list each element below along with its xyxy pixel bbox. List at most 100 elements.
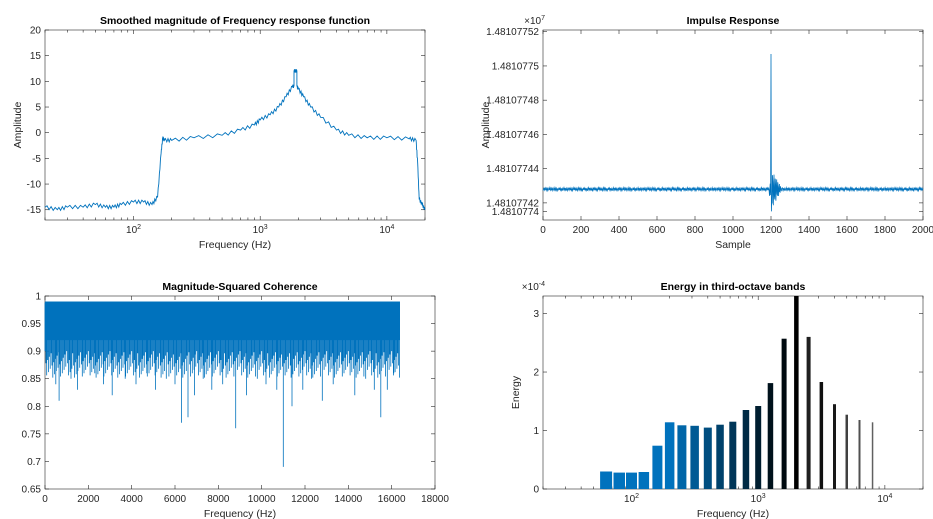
- coherence-series-line: [44, 302, 400, 467]
- coherence-frame: [44, 295, 436, 490]
- frf-y-label: Amplitude: [12, 102, 24, 149]
- frf-y-tick-label: 0: [35, 128, 41, 139]
- impulse-x-tick-label: 2000: [912, 225, 933, 236]
- thirdoctave-bar: [703, 427, 712, 489]
- coherence-x-tick-label: 12000: [291, 494, 319, 505]
- impulse-series-line: [542, 53, 924, 212]
- frf-axes: 102 103 104 -15 -10 -5 0 5 10 15 20 Smoothed magnit…: [12, 15, 426, 251]
- coherence-x-tick-label: 0: [42, 494, 48, 505]
- frf-y-tick-label: 15: [30, 51, 42, 62]
- frf-y-tick-label: -10: [27, 180, 42, 191]
- thirdoctave-y-tick-label: 0: [533, 485, 539, 496]
- thirdoctave-y-tick-label: 3: [533, 309, 539, 320]
- coherence-y-tick-label: 0.7: [27, 457, 41, 468]
- coherence-x-tick-label: 4000: [121, 494, 144, 505]
- coherence-y-tick-label: 0.85: [22, 374, 42, 385]
- coherence-y-tick-label: 0.75: [22, 429, 42, 440]
- thirdoctave-x-label: Frequency (Hz): [697, 508, 769, 519]
- thirdoctave-exponent-label: ×10-4: [522, 281, 545, 293]
- thirdoctave-bar: [858, 420, 861, 489]
- coherence-x-tick-label: 16000: [378, 494, 406, 505]
- thirdoctave-y-label: Energy: [510, 375, 522, 409]
- frf-x-tick-label: 102: [126, 224, 141, 236]
- thirdoctave-bar: [845, 414, 848, 489]
- impulse-exponent-label: ×107: [524, 15, 545, 27]
- frf-x-tick-label: 103: [253, 224, 268, 236]
- thirdoctave-bar: [677, 425, 687, 489]
- coherence-x-tick-label: 8000: [207, 494, 230, 505]
- impulse-y-tick-label: 1.48107742: [486, 198, 539, 209]
- frf-y-tick-label: 20: [30, 26, 42, 37]
- coherence-y-tick-label: 0.8: [27, 402, 41, 413]
- impulse-x-tick-label: 1600: [836, 225, 859, 236]
- thirdoctave-x-tick-label: 103: [751, 493, 766, 505]
- thirdoctave-x-tick-label: 104: [877, 493, 892, 505]
- impulse-x-tick-label: 1800: [874, 225, 897, 236]
- thirdoctave-bar: [729, 421, 737, 489]
- impulse-x-label: Sample: [715, 239, 751, 251]
- thirdoctave-bar: [819, 382, 824, 489]
- thirdoctave-bar: [794, 296, 799, 489]
- impulse-x-tick-label: 400: [611, 225, 628, 236]
- impulse-y-tick-label: 1.48107752: [486, 27, 539, 38]
- impulse-x-tick-label: 800: [687, 225, 704, 236]
- impulse-y-tick-label: 1.4810774: [492, 207, 540, 218]
- thirdoctave-x-tick-label: 102: [624, 493, 639, 505]
- impulse-y-tick-label: 1.48107744: [486, 164, 539, 175]
- thirdoctave-bar: [613, 472, 625, 489]
- impulse-x-tick-label: 600: [649, 225, 666, 236]
- thirdoctave-bar: [742, 410, 750, 489]
- coherence-x-label: Frequency (Hz): [204, 508, 276, 519]
- thirdoctave-bar: [638, 472, 650, 489]
- impulse-frame: [542, 29, 924, 221]
- coherence-x-tick-label: 6000: [164, 494, 187, 505]
- thirdoctave-bar: [716, 424, 724, 489]
- thirdoctave-y-tick-label: 2: [533, 368, 539, 379]
- coherence-y-tick-label: 0.65: [22, 485, 42, 496]
- impulse-x-tick-label: 0: [540, 225, 546, 236]
- thirdoctave-bar: [871, 422, 874, 489]
- impulse-y-label: Amplitude: [480, 102, 492, 149]
- coherence-x-tick-label: 18000: [421, 494, 449, 505]
- impulse-y-tick-label: 1.48107748: [486, 96, 539, 107]
- impulse-y-tick-label: 1.48107746: [486, 130, 539, 141]
- impulse-x-tick-label: 1000: [722, 225, 745, 236]
- frf-y-tick-label: 10: [30, 77, 42, 88]
- coherence-x-tick-label: 10000: [248, 494, 276, 505]
- thirdoctave-title: Energy in third-octave bands: [661, 281, 806, 293]
- thirdoctave-axes: 102 103 104 0 1 2 3 ×10-4 Energy in third-octave…: [510, 281, 924, 519]
- thirdoctave-bar: [755, 406, 762, 489]
- impulse-x-tick-label: 1400: [798, 225, 821, 236]
- impulse-x-tick-label: 1200: [760, 225, 783, 236]
- thirdoctave-bar: [652, 445, 663, 489]
- thirdoctave-bar: [833, 404, 836, 489]
- thirdoctave-y-tick-label: 1: [533, 426, 539, 437]
- impulse-y-tick-label: 1.4810775: [492, 61, 540, 72]
- impulse-axes: 0 200 400 600 800 1000 1200 1400 1600 1800 2000 1.4…: [480, 15, 933, 251]
- coherence-axes: 0 2000 4000 6000 8000 10000 12000 14000 16000 180…: [22, 281, 450, 519]
- frf-y-tick-label: -5: [32, 154, 41, 165]
- frf-y-tick-label: 5: [35, 103, 41, 114]
- thirdoctave-bar: [690, 425, 699, 489]
- coherence-y-tick-label: 1: [35, 292, 41, 303]
- thirdoctave-bar: [626, 472, 637, 489]
- thirdoctave-bar: [806, 336, 811, 489]
- frf-x-label: Frequency (Hz): [199, 239, 271, 251]
- frf-y-tick-label: -15: [27, 205, 42, 216]
- thirdoctave-bar: [767, 383, 774, 489]
- coherence-title: Magnitude-Squared Coherence: [162, 281, 317, 293]
- coherence-y-tick-label: 0.95: [22, 319, 42, 330]
- coherence-y-tick-label: 0.9: [27, 347, 41, 358]
- impulse-x-tick-label: 200: [573, 225, 590, 236]
- thirdoctave-bar: [664, 422, 675, 489]
- impulse-title: Impulse Response: [687, 15, 780, 27]
- thirdoctave-bar: [600, 471, 613, 489]
- coherence-x-tick-label: 14000: [334, 494, 362, 505]
- frf-frame: [44, 29, 426, 221]
- frf-series-line: [44, 69, 426, 212]
- coherence-x-tick-label: 2000: [77, 494, 100, 505]
- frf-title: Smoothed magnitude of Frequency response…: [100, 15, 370, 27]
- frf-x-tick-label: 104: [379, 224, 394, 236]
- thirdoctave-bar: [781, 338, 787, 489]
